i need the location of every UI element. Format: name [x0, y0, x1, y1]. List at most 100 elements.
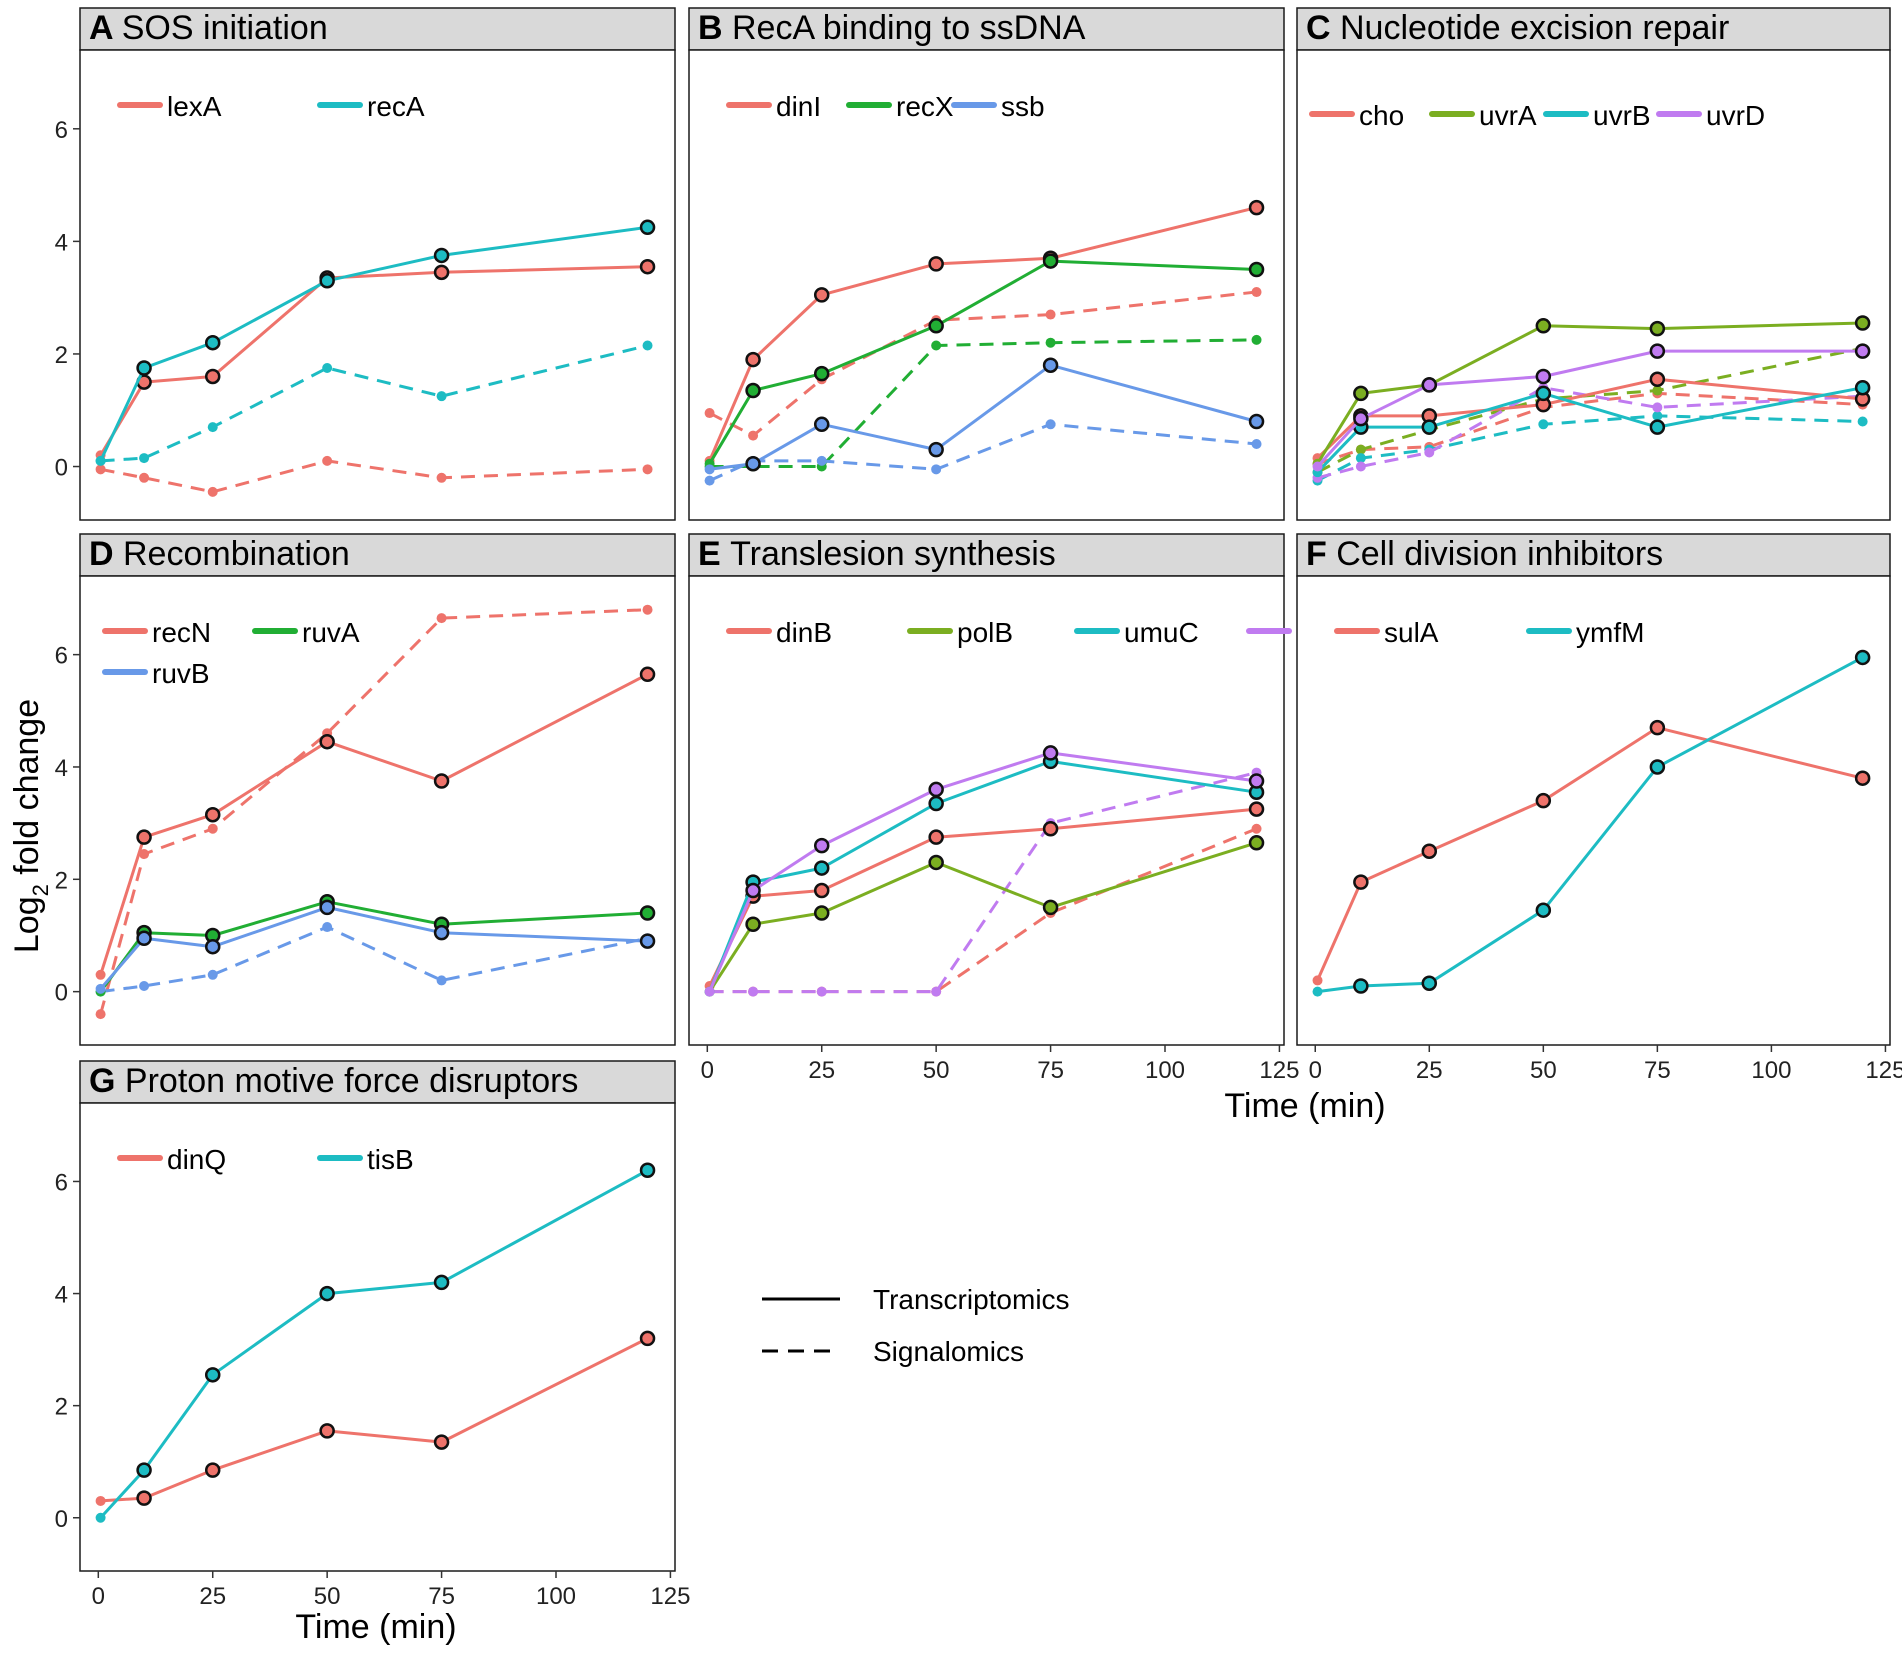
panel-b-legend-recx-label: recX: [896, 91, 954, 122]
panel-b-dini-signalomics-point: [1045, 309, 1056, 320]
panel-e-dinb-transcriptomics-point: [1042, 821, 1059, 837]
panel-c-uvrd-transcriptomics-point: [1649, 343, 1666, 359]
panel-c-uvrb-transcriptomics-point: [1535, 385, 1552, 402]
panel-b-letter: B: [698, 9, 732, 47]
panel-a-lexa-signalomics-point: [322, 455, 333, 466]
panel-g-dinq-transcriptomics-point: [95, 1495, 106, 1506]
panel-c-uvrd-transcriptomics-point: [1353, 410, 1369, 427]
panel-f-legend-ymfm-label: ymfM: [1576, 617, 1644, 648]
panel-b-strip: [688, 7, 1285, 51]
panel-c-uvrd-transcriptomics-line: [1316, 349, 1863, 468]
panel-g-tisb-transcriptomics-point: [319, 1285, 335, 1302]
panel-e-umud-signalomics-line: [709, 771, 1257, 994]
panel-g-dinq-transcriptomics-point: [639, 1330, 656, 1347]
panel-f-sula-transcriptomics-line: [1316, 726, 1863, 982]
panel-a-reca-signalomics-point: [322, 363, 333, 374]
panel-f-xtick-label: 125: [1865, 1057, 1902, 1084]
panel-b-dini-signalomics-point: [704, 408, 715, 419]
panel-c-uvrb-transcriptomics-point: [1421, 419, 1438, 435]
panel-g-xtick-label: 0: [92, 1583, 105, 1610]
panel-a-legend-lexa-label: lexA: [167, 91, 222, 122]
panel-a-lexa-signalomics-point: [207, 486, 218, 497]
panel-b-ssb-transcriptomics-point: [928, 441, 944, 458]
panel-e-umud-transcriptomics-point: [1248, 773, 1265, 789]
linetype-legend-solid-label: Transcriptomics: [873, 1284, 1070, 1315]
panel-d-plot-area: [79, 575, 676, 1046]
panel-c-uvrb-transcriptomics-point: [1854, 379, 1871, 396]
panel-b-ssb-signalomics-point: [816, 455, 827, 466]
panel-a-letter: A: [89, 9, 122, 47]
panel-c-uvrd-transcriptomics-point: [1854, 343, 1871, 359]
panel-b-ssb-signalomics-line: [708, 422, 1257, 482]
panel-d-ytick-label: 0: [55, 980, 68, 1007]
panel-e-umuc-transcriptomics-line: [708, 759, 1257, 993]
panel-f-xtick-label: 100: [1751, 1057, 1791, 1084]
panel-f-ymfm-transcriptomics-point: [1535, 902, 1552, 918]
panel-e-polb-transcriptomics-point: [813, 905, 830, 921]
panel-e-xtick-label: 125: [1259, 1057, 1299, 1084]
panel-f-ymfm-transcriptomics-point: [1312, 986, 1323, 997]
panel-f-plot-area: [1296, 575, 1891, 1046]
panel-e-legend-umuc-label: umuC: [1124, 617, 1199, 648]
panel-c-uvrb-signalomics-point: [1355, 453, 1366, 464]
panel-e-dinb-transcriptomics-point: [928, 829, 944, 845]
panel-a-reca-signalomics-point: [139, 453, 150, 464]
panel-e-dinb-signalomics-point: [1251, 823, 1262, 834]
panel-d-legend-ruvb-label: ruvB: [152, 658, 210, 689]
panel-a-reca-transcriptomics-point: [319, 273, 335, 289]
panel-d-ruvb-transcriptomics-point: [433, 924, 450, 941]
panel-a-lexa-signalomics-point: [436, 472, 447, 483]
panel-f-title-text: Cell division inhibitors: [1336, 535, 1663, 573]
panel-c-uvra-signalomics-point: [1652, 385, 1663, 396]
panel-e-umud-signalomics-point: [748, 986, 759, 997]
panel-g-dinq-transcriptomics-point: [433, 1434, 450, 1450]
panel-b-dini-transcriptomics-point: [745, 351, 761, 368]
panel-c-uvra-signalomics-point: [1355, 444, 1366, 455]
panel-c-letter: C: [1306, 9, 1340, 47]
panel-f-strip: [1296, 533, 1891, 577]
panel-a-ytick-label: 4: [55, 229, 68, 256]
panel-f-ymfm-transcriptomics-point: [1649, 759, 1666, 775]
panel-b-legend-dini-label: dinI: [776, 91, 821, 122]
panel-a-lexa-transcriptomics-line: [99, 265, 648, 457]
panel-e-umud-transcriptomics-point: [928, 781, 944, 798]
panel-a-lexa-transcriptomics-point: [433, 264, 450, 281]
panel-a-lexa-signalomics-point: [95, 464, 106, 475]
panel-d-recn-transcriptomics-point: [433, 773, 450, 789]
panel-f-sula-transcriptomics-point: [1353, 874, 1369, 890]
panel-a-reca-signalomics-line: [100, 344, 648, 463]
panel-c: C Nucleotide excision repair cho uvrA uvrB u…: [1296, 7, 1891, 521]
panel-b-plot-area: [688, 49, 1285, 521]
panel-b-dini-signalomics-line: [708, 290, 1257, 438]
panel-a-reca-transcriptomics-point: [95, 455, 106, 466]
panel-d-recn-transcriptomics-point: [639, 666, 656, 683]
panel-d-legend-ruva-label: ruvA: [302, 617, 360, 648]
panel-e-plot-area: [688, 575, 1285, 1046]
panel-d-ytick-label: 6: [55, 643, 68, 670]
panel-c-uvrd-signalomics-line: [1317, 386, 1863, 480]
panel-c-uvrb-signalomics-point: [1857, 416, 1868, 427]
panel-c-plot-area: [1296, 49, 1891, 521]
panel-b-dini-transcriptomics-point: [928, 256, 944, 272]
panel-d-ytick-label: 2: [55, 867, 68, 894]
panel-c-uvrd-signalomics-point: [1652, 402, 1663, 413]
panel-g-xtick-label: 125: [650, 1583, 690, 1610]
y-axis-label-main: Log: [8, 896, 46, 953]
panel-a-reca-transcriptomics-point: [136, 360, 152, 376]
panel-f-legend-sula-label: sulA: [1384, 617, 1439, 648]
panel-c-legend-uvrb-label: uvrB: [1593, 100, 1651, 131]
panel-d-recn-transcriptomics-point: [136, 829, 152, 845]
panel-c-cho-signalomics-line: [1317, 391, 1863, 466]
panel-b-recx-signalomics-point: [931, 340, 942, 351]
panel-c-uvrb-transcriptomics-line: [1316, 386, 1863, 474]
panel-g-legend-dinq-label: dinQ: [167, 1144, 226, 1175]
panel-a-lexa-signalomics-point: [139, 472, 150, 483]
panel-d-ruvb-signalomics-point: [436, 975, 447, 986]
panel-a-reca-transcriptomics-point: [204, 334, 221, 351]
linetype-legend-dashed-label: Signalomics: [873, 1336, 1024, 1367]
panel-g-ytick-label: 6: [55, 1169, 68, 1196]
panel-d-recn-signalomics-point: [207, 823, 218, 834]
panel-g-tisb-transcriptomics-point: [95, 1512, 106, 1523]
panel-e-xtick-label: 100: [1145, 1057, 1185, 1084]
